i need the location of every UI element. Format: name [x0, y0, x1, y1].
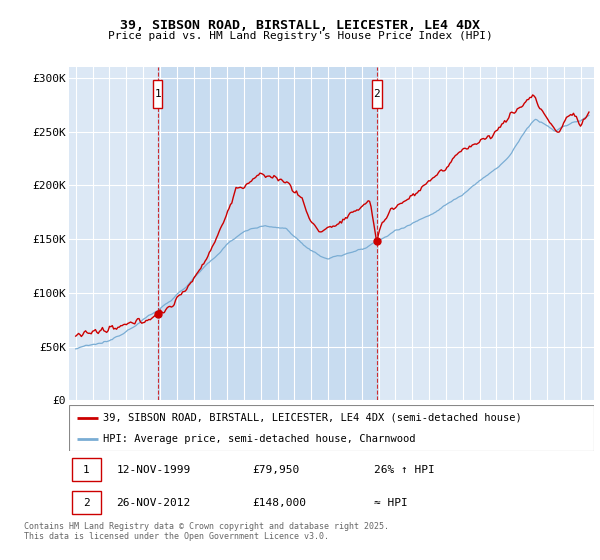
- Bar: [153, 80, 163, 108]
- Text: ≈ HPI: ≈ HPI: [373, 497, 407, 507]
- Text: 39, SIBSON ROAD, BIRSTALL, LEICESTER, LE4 4DX: 39, SIBSON ROAD, BIRSTALL, LEICESTER, LE…: [120, 19, 480, 32]
- Text: 1: 1: [83, 465, 89, 475]
- Text: Price paid vs. HM Land Registry's House Price Index (HPI): Price paid vs. HM Land Registry's House …: [107, 31, 493, 41]
- Bar: [71, 491, 101, 514]
- Bar: [71, 458, 101, 481]
- Bar: [158, 67, 377, 400]
- Text: 12-NOV-1999: 12-NOV-1999: [116, 465, 191, 475]
- Text: 2: 2: [83, 497, 89, 507]
- Text: £79,950: £79,950: [253, 465, 300, 475]
- Text: HPI: Average price, semi-detached house, Charnwood: HPI: Average price, semi-detached house,…: [103, 435, 416, 444]
- Bar: [373, 80, 382, 108]
- Text: Contains HM Land Registry data © Crown copyright and database right 2025.
This d: Contains HM Land Registry data © Crown c…: [24, 522, 389, 542]
- Text: 26% ↑ HPI: 26% ↑ HPI: [373, 465, 434, 475]
- Text: 2: 2: [374, 89, 380, 99]
- Text: 1: 1: [154, 89, 161, 99]
- Text: 39, SIBSON ROAD, BIRSTALL, LEICESTER, LE4 4DX (semi-detached house): 39, SIBSON ROAD, BIRSTALL, LEICESTER, LE…: [103, 413, 522, 423]
- Text: 26-NOV-2012: 26-NOV-2012: [116, 497, 191, 507]
- Text: £148,000: £148,000: [253, 497, 307, 507]
